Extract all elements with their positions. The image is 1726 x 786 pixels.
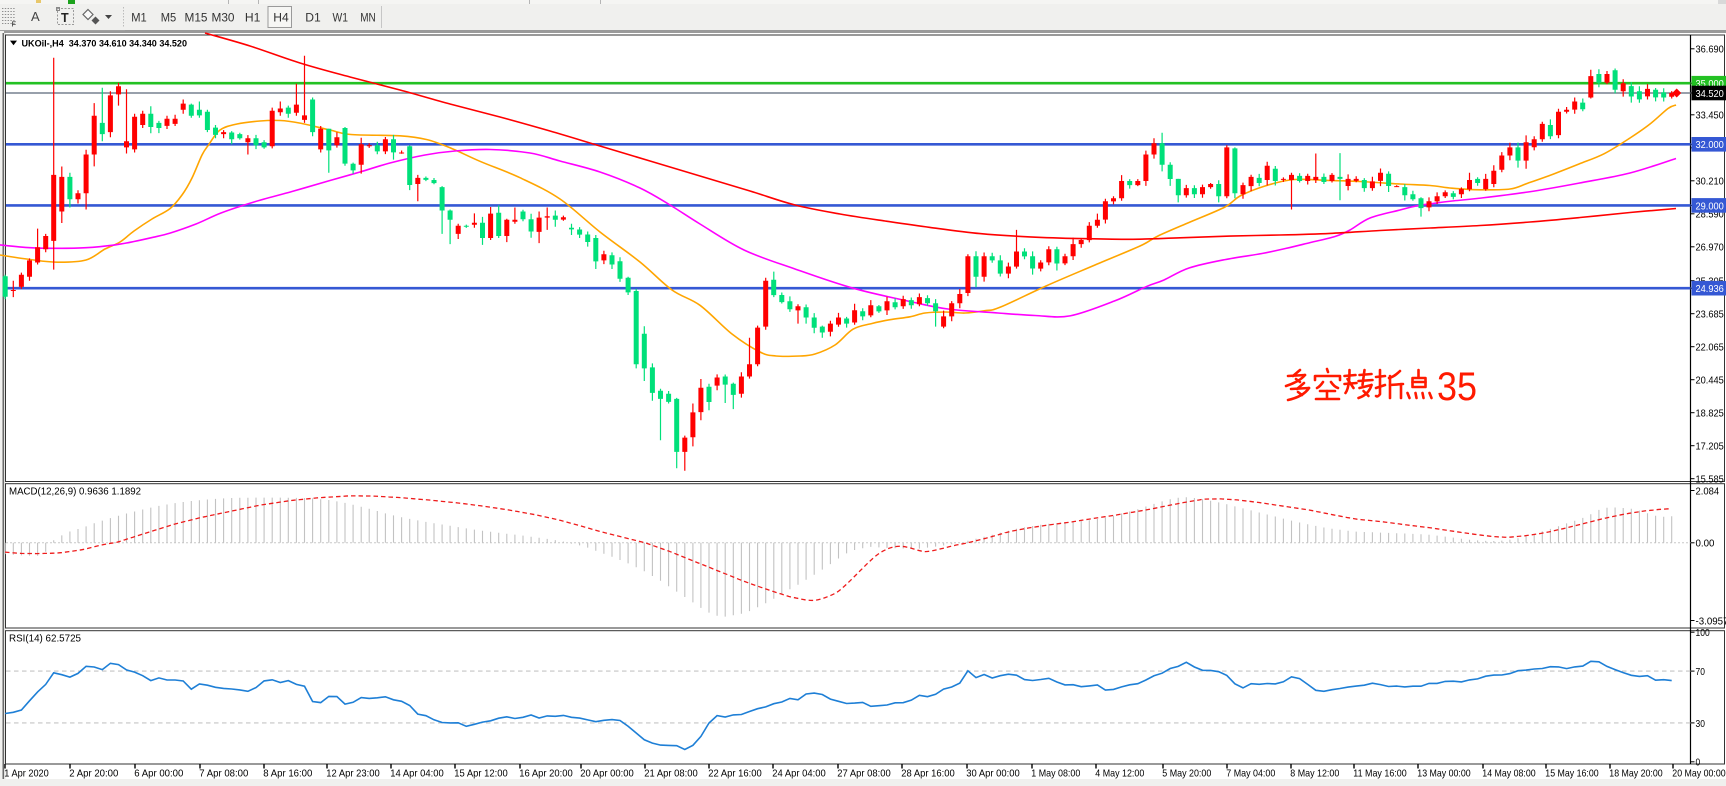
svg-text:36.690: 36.690 bbox=[1696, 45, 1725, 56]
svg-text:28 Apr 16:00: 28 Apr 16:00 bbox=[901, 768, 955, 780]
svg-text:33.450: 33.450 bbox=[1696, 111, 1725, 122]
svg-text:22.065: 22.065 bbox=[1696, 343, 1725, 354]
svg-text:7 May 04:00: 7 May 04:00 bbox=[1226, 768, 1275, 780]
svg-text:70: 70 bbox=[1696, 667, 1706, 678]
svg-text:35.000: 35.000 bbox=[1696, 79, 1725, 90]
svg-text:24 Apr 04:00: 24 Apr 04:00 bbox=[772, 768, 826, 780]
svg-text:H1: H1 bbox=[245, 11, 261, 25]
svg-text:18.825: 18.825 bbox=[1696, 409, 1725, 420]
svg-text:23.685: 23.685 bbox=[1696, 310, 1725, 321]
svg-text:28.590: 28.590 bbox=[1696, 210, 1725, 221]
svg-text:8 May 12:00: 8 May 12:00 bbox=[1290, 768, 1339, 780]
svg-text:7 Apr 08:00: 7 Apr 08:00 bbox=[199, 768, 248, 780]
svg-text:M5: M5 bbox=[161, 11, 177, 25]
svg-text:M30: M30 bbox=[212, 11, 235, 25]
svg-text:18 May 20:00: 18 May 20:00 bbox=[1609, 768, 1663, 780]
svg-text:100: 100 bbox=[1696, 628, 1710, 639]
svg-text:16 Apr 20:00: 16 Apr 20:00 bbox=[519, 768, 573, 780]
svg-text:30: 30 bbox=[1696, 719, 1706, 730]
svg-text:20 Apr 00:00: 20 Apr 00:00 bbox=[580, 768, 634, 780]
svg-text:12 Apr 23:00: 12 Apr 23:00 bbox=[326, 768, 380, 780]
svg-text:H4: H4 bbox=[273, 11, 289, 25]
svg-text:27 Apr 08:00: 27 Apr 08:00 bbox=[837, 768, 891, 780]
svg-text:D1: D1 bbox=[305, 11, 321, 25]
svg-text:MN: MN bbox=[360, 11, 376, 25]
svg-text:M1: M1 bbox=[131, 11, 147, 25]
svg-text:M15: M15 bbox=[185, 11, 208, 25]
svg-text:T: T bbox=[61, 11, 69, 25]
svg-text:30 Apr 00:00: 30 Apr 00:00 bbox=[966, 768, 1020, 780]
svg-text:32.000: 32.000 bbox=[1696, 140, 1725, 151]
svg-text:26.970: 26.970 bbox=[1696, 243, 1725, 254]
svg-text:F: F bbox=[12, 20, 17, 29]
svg-text:14 May 08:00: 14 May 08:00 bbox=[1482, 768, 1536, 780]
svg-text:0: 0 bbox=[1696, 758, 1701, 769]
svg-text:4 May 12:00: 4 May 12:00 bbox=[1095, 768, 1144, 780]
svg-text:0.00: 0.00 bbox=[1696, 539, 1715, 550]
svg-text:-3.0957: -3.0957 bbox=[1696, 616, 1726, 627]
svg-text:2.084: 2.084 bbox=[1696, 486, 1720, 497]
svg-text:30.210: 30.210 bbox=[1696, 177, 1725, 188]
svg-text:A: A bbox=[31, 9, 40, 24]
svg-text:1 Apr 2020: 1 Apr 2020 bbox=[4, 768, 49, 780]
svg-text:6 Apr 00:00: 6 Apr 00:00 bbox=[134, 768, 183, 780]
svg-text:2 Apr 20:00: 2 Apr 20:00 bbox=[69, 768, 118, 780]
svg-text:34.520: 34.520 bbox=[1696, 89, 1725, 100]
svg-text:UKOil-,H4 34.370 34.610 34.34: UKOil-,H4 34.370 34.610 34.340 34.520 bbox=[22, 38, 188, 49]
svg-text:8 Apr 16:00: 8 Apr 16:00 bbox=[263, 768, 312, 780]
svg-text:35: 35 bbox=[1437, 365, 1477, 409]
svg-text:22 Apr 16:00: 22 Apr 16:00 bbox=[708, 768, 762, 780]
svg-text:21 Apr 08:00: 21 Apr 08:00 bbox=[644, 768, 698, 780]
svg-text:W1: W1 bbox=[332, 11, 348, 25]
svg-text:20 May 00:00: 20 May 00:00 bbox=[1672, 768, 1726, 780]
svg-text:1 May 08:00: 1 May 08:00 bbox=[1031, 768, 1080, 780]
svg-text:5 May 20:00: 5 May 20:00 bbox=[1162, 768, 1211, 780]
svg-text:15 Apr 12:00: 15 Apr 12:00 bbox=[454, 768, 508, 780]
svg-text:11 May 16:00: 11 May 16:00 bbox=[1353, 768, 1407, 780]
svg-text:MACD(12,26,9) 0.9636 1.1892: MACD(12,26,9) 0.9636 1.1892 bbox=[9, 487, 141, 498]
svg-text:24.936: 24.936 bbox=[1696, 284, 1725, 295]
svg-text:RSI(14) 62.5725: RSI(14) 62.5725 bbox=[9, 634, 81, 645]
svg-text:15.585: 15.585 bbox=[1696, 475, 1725, 486]
svg-text:13 May 00:00: 13 May 00:00 bbox=[1417, 768, 1471, 780]
svg-text:20.445: 20.445 bbox=[1696, 376, 1725, 387]
svg-text:29.000: 29.000 bbox=[1696, 201, 1725, 212]
svg-text:17.205: 17.205 bbox=[1696, 442, 1725, 453]
svg-text:15 May 16:00: 15 May 16:00 bbox=[1545, 768, 1599, 780]
svg-text:14 Apr 04:00: 14 Apr 04:00 bbox=[390, 768, 444, 780]
